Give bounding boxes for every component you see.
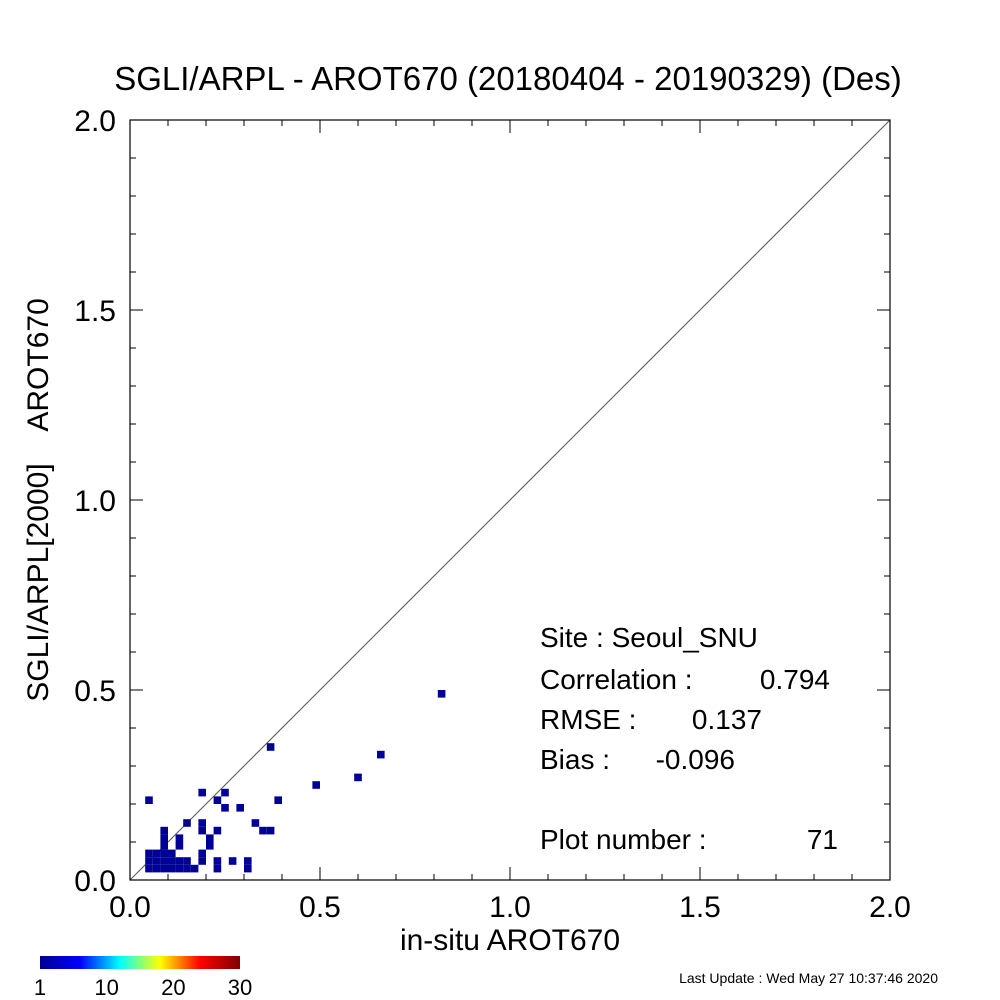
data-point: [160, 826, 168, 835]
data-point: [168, 864, 176, 873]
site-label: Site : Seoul_SNU: [540, 622, 758, 653]
data-point: [251, 819, 260, 827]
data-point: [266, 826, 275, 835]
data-point: [175, 864, 184, 873]
colorbar-tick-label: 10: [94, 975, 118, 1000]
data-point: [228, 857, 237, 865]
data-point: [198, 849, 206, 858]
data-point: [175, 842, 184, 850]
colorbar-tick-label: 30: [228, 975, 252, 1000]
colorbar: [40, 956, 240, 969]
data-point: [259, 826, 267, 835]
data-point: [160, 864, 168, 873]
data-points: [145, 690, 446, 873]
data-point: [198, 788, 206, 797]
x-axis-label: in-situ AROT670: [400, 924, 620, 957]
data-point: [175, 857, 184, 865]
data-point: [206, 834, 214, 842]
data-point: [160, 842, 168, 850]
data-point: [274, 796, 282, 804]
data-point: [190, 864, 199, 873]
bias-label: Bias :: [540, 744, 610, 775]
data-point: [198, 857, 206, 865]
data-point: [437, 690, 446, 698]
data-point: [221, 788, 229, 797]
data-point: [160, 849, 168, 858]
y-tick-label: 2.0: [74, 105, 116, 138]
data-point: [213, 796, 222, 804]
x-tick-labels: 0.0 0.5 1.0 1.5 2.0: [109, 891, 911, 924]
y-tick-label: 1.0: [74, 485, 116, 518]
data-point: [183, 864, 191, 873]
correlation-value: 0.794: [760, 664, 830, 695]
data-point: [152, 864, 161, 873]
data-point: [160, 857, 168, 865]
data-point: [145, 796, 153, 804]
x-tick-label: 0.0: [109, 891, 151, 924]
data-point: [168, 857, 176, 865]
statistics-box: Site : Seoul_SNU Correlation : 0.794 RMS…: [540, 622, 838, 855]
bias-value: -0.096: [656, 744, 735, 775]
data-point: [175, 834, 184, 842]
data-point: [168, 849, 176, 858]
data-point: [354, 773, 362, 782]
correlation-label: Correlation :: [540, 664, 693, 695]
data-point: [198, 819, 206, 827]
data-point: [213, 857, 222, 865]
data-point: [206, 842, 214, 850]
rmse-value: 0.137: [692, 704, 762, 735]
colorbar-tick-label: 1: [34, 975, 46, 1000]
data-point: [312, 781, 320, 789]
data-point: [244, 864, 252, 873]
data-point: [198, 826, 206, 835]
data-point: [160, 834, 168, 842]
data-point: [266, 743, 275, 751]
axis-ticks: [129, 119, 891, 881]
plot-number-value: 71: [807, 824, 838, 855]
colorbar-tick-label: 20: [161, 975, 185, 1000]
data-point: [221, 804, 229, 812]
data-point: [213, 826, 222, 835]
one-to-one-line: [129, 119, 891, 881]
y-tick-label: 1.5: [74, 295, 116, 328]
data-point: [145, 849, 153, 858]
colorbar-tick-labels: 1 10 20 30: [34, 975, 252, 1000]
x-tick-label: 1.5: [679, 891, 721, 924]
rmse-label: RMSE :: [540, 704, 636, 735]
data-point: [145, 864, 153, 873]
chart-title: SGLI/ARPL - AROT670 (20180404 - 20190329…: [114, 60, 902, 97]
y-tick-label: 0.5: [74, 675, 116, 708]
x-tick-label: 0.5: [299, 891, 341, 924]
x-tick-label: 2.0: [869, 891, 911, 924]
data-point: [183, 819, 191, 827]
x-tick-label: 1.0: [489, 891, 531, 924]
y-tick-label: 0.0: [74, 865, 116, 898]
last-update-label: Last Update : Wed May 27 10:37:46 2020: [679, 970, 938, 986]
y-tick-labels: 0.0 0.5 1.0 1.5 2.0: [74, 105, 116, 898]
data-point: [145, 857, 153, 865]
data-point: [244, 857, 252, 865]
plot-number-label: Plot number :: [540, 824, 707, 855]
y-axis-label: SGLI/ARPL[2000] AROT670: [22, 298, 55, 702]
data-point: [213, 864, 222, 873]
data-point: [236, 804, 244, 812]
data-point: [152, 849, 161, 858]
data-point: [183, 857, 191, 865]
data-point: [377, 750, 385, 759]
data-point: [152, 857, 161, 865]
